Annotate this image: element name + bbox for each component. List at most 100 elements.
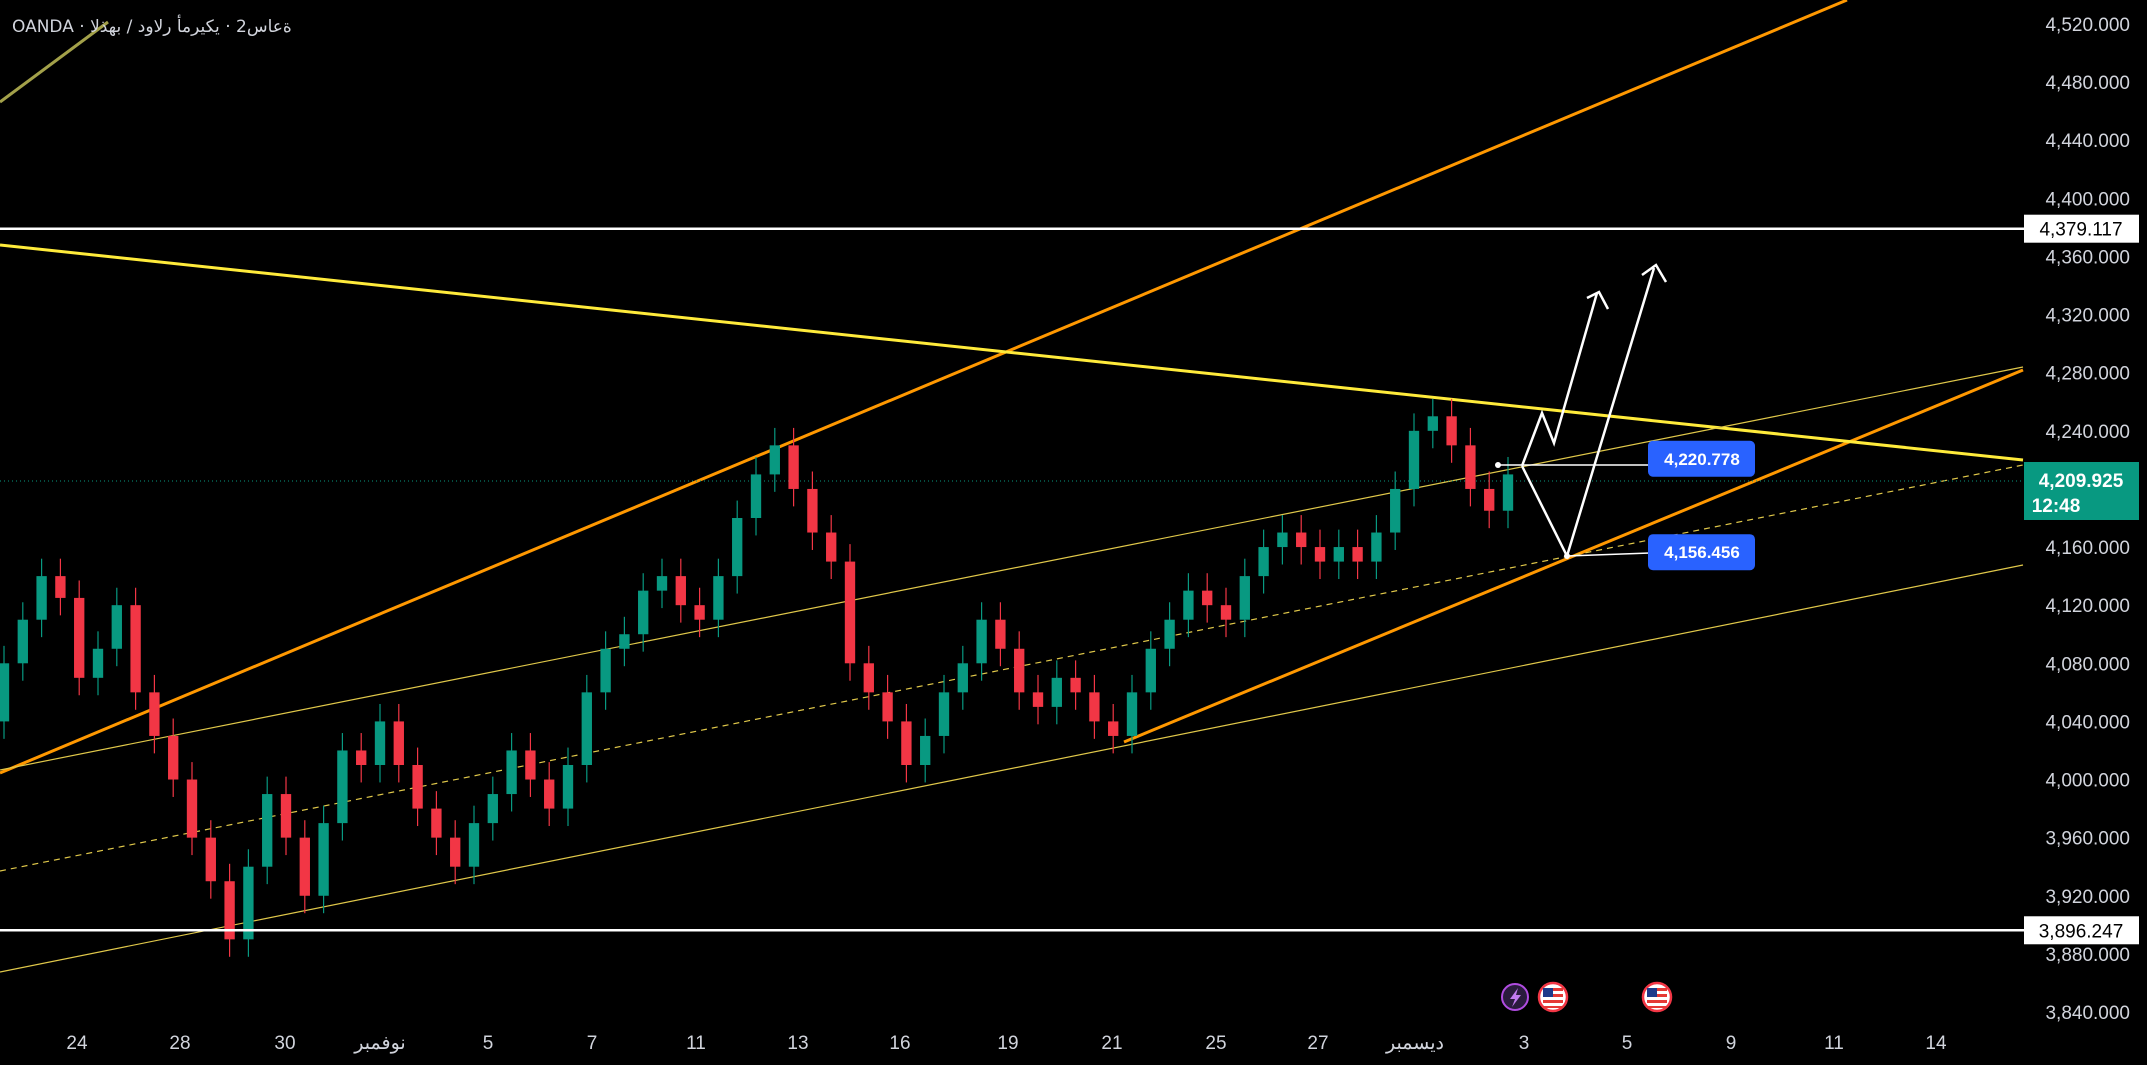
price-tick-label: 4,320.000: [2045, 306, 2130, 327]
candle-body: [1051, 677, 1062, 707]
candle-body: [920, 735, 931, 765]
price-tick-label: 4,160.000: [2045, 538, 2130, 559]
candle-body: [1202, 590, 1213, 606]
candle-body: [205, 837, 216, 882]
time-tick-label: 25: [1205, 1033, 1226, 1054]
time-tick-label: 27: [1307, 1033, 1328, 1054]
price-tick-label: 4,440.000: [2045, 131, 2130, 152]
candle-body: [55, 576, 66, 598]
price-tick-label: 4,040.000: [2045, 712, 2130, 733]
time-tick-label: 7: [587, 1033, 598, 1054]
us-flag-icon[interactable]: [1537, 981, 1569, 1013]
candle-body: [525, 750, 536, 780]
candle-body: [412, 765, 423, 809]
candle-body: [149, 692, 160, 736]
price-annotation-box[interactable]: [1648, 534, 1755, 571]
candle-body: [1371, 532, 1382, 562]
candle-body: [74, 597, 85, 678]
candle-body: [393, 721, 404, 765]
candle-body: [506, 750, 517, 795]
candle-body: [1220, 605, 1232, 620]
candle-body: [92, 648, 104, 678]
projection-path-one[interactable]: [1520, 292, 1599, 467]
time-tick-label: 30: [274, 1033, 295, 1054]
time-tick-label: 5: [483, 1033, 494, 1054]
candle-body: [675, 576, 686, 606]
candle-body: [562, 765, 574, 809]
candle-body: [1446, 416, 1457, 446]
yellow-descending-resistance-line[interactable]: [0, 243, 2024, 462]
candle-body: [1183, 590, 1194, 620]
projection-drawing[interactable]: [1495, 263, 1668, 560]
candle-body: [1390, 488, 1401, 533]
candle-body: [468, 823, 480, 867]
candle-body: [1484, 488, 1495, 511]
arrowhead-one: [1586, 290, 1610, 310]
candle-body: [318, 823, 329, 896]
thin-upper-channel-line[interactable]: [0, 366, 2024, 771]
candle-body: [694, 605, 705, 620]
candle-body: [656, 576, 668, 591]
price-annotation-box[interactable]: [1648, 440, 1755, 477]
time-tick-label: 13: [787, 1033, 808, 1054]
orange-upper-channel-line[interactable]: [0, 0, 1848, 775]
candle-body: [36, 576, 47, 620]
candle-body: [224, 881, 235, 940]
candle-body: [788, 445, 799, 489]
candle-body: [280, 794, 292, 838]
candle-body: [1239, 576, 1250, 620]
time-tick-label: نوفمبر: [353, 1033, 405, 1054]
price-tick-label: 3,880.000: [2045, 945, 2130, 966]
price-axis[interactable]: 4,520.000 4,480.000 4,440.000 4,400.000 4,36…: [2045, 15, 2130, 1024]
candle-body: [619, 634, 630, 649]
candle-body: [844, 561, 856, 664]
economic-events[interactable]: [1501, 981, 1673, 1013]
candle-body: [1145, 648, 1156, 693]
candle-body: [807, 488, 818, 533]
candle-body: [1408, 430, 1420, 489]
candle-body: [262, 794, 273, 867]
candle-body: [1108, 721, 1119, 736]
thin-lower-channel-line[interactable]: [0, 564, 2024, 973]
price-tick-label: 4,280.000: [2045, 364, 2130, 385]
candle-body: [17, 619, 28, 664]
time-tick-label: 14: [1925, 1033, 1947, 1054]
lightning-icon[interactable]: [1501, 983, 1529, 1011]
annotation-anchor-upper: [1495, 462, 1501, 468]
candle-body: [243, 866, 254, 940]
price-tick-label: 4,080.000: [2045, 654, 2130, 675]
candle-body: [1258, 547, 1269, 577]
level-price-box: [2024, 214, 2139, 243]
olive-corner-line[interactable]: [0, 20, 109, 104]
candle-body: [1164, 619, 1175, 649]
candle-body: [995, 619, 1006, 649]
price-tick-label: 4,360.000: [2045, 247, 2130, 268]
price-annotations[interactable]: 4,220.778 4,156.456: [1648, 440, 1755, 571]
candle-body: [168, 735, 179, 780]
countdown-label: 12:48: [2032, 496, 2081, 517]
price-tick-label: 4,120.000: [2045, 596, 2130, 617]
candle-body: [901, 721, 912, 765]
time-axis[interactable]: 24 28 30 نوفمبر 5 7 11 13 16 19 21 25 27 ديسمبر 3 5 9 11 1…: [66, 1033, 1947, 1054]
time-tick-label: 11: [686, 1033, 706, 1054]
candle-body: [337, 750, 348, 824]
candle-body: [750, 474, 762, 518]
price-tick-label: 4,240.000: [2045, 422, 2130, 443]
horizontal-levels[interactable]: 4,379.117 3,896.247: [0, 214, 2139, 945]
dashed-mid-channel-line[interactable]: [0, 464, 2024, 872]
price-annotation-label: 4,156.456: [1664, 543, 1740, 562]
time-tick-label: 24: [66, 1033, 88, 1054]
time-tick-label: 3: [1519, 1033, 1530, 1054]
us-flag-icon[interactable]: [1641, 981, 1673, 1013]
candle-body: [1296, 532, 1307, 548]
candle-body: [1427, 416, 1438, 431]
trend-lines[interactable]: [0, 0, 2024, 973]
price-annotation-label: 4,220.778: [1664, 450, 1740, 469]
candle-body: [863, 663, 874, 693]
candle-body: [957, 663, 968, 693]
price-tick-label: 3,960.000: [2045, 829, 2130, 850]
time-tick-label: 9: [1726, 1033, 1737, 1054]
candle-body: [299, 837, 310, 896]
